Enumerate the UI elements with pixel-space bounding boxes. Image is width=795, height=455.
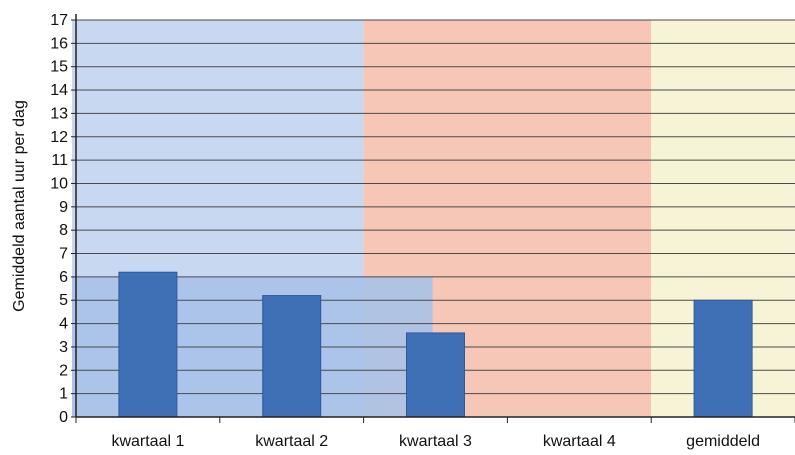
y-tick-label-1: 1 [59,386,68,403]
y-tick-label-3: 3 [59,339,68,356]
y-axis-title: Gemiddeld aantal uur per dag [11,100,28,312]
y-tick-label-15: 15 [50,59,68,76]
y-tick-label-13: 13 [50,105,68,122]
y-tick-label-2: 2 [59,362,68,379]
y-tick-label-12: 12 [50,129,68,146]
y-tick-label-10: 10 [50,175,68,192]
axes [71,14,795,423]
bar-kwartaal-3 [406,332,465,418]
bar-kwartaal-1 [118,271,178,418]
x-category-label-kwartaal-4: kwartaal 4 [543,433,616,450]
y-tick-label-8: 8 [59,222,68,239]
x-category-label-kwartaal-3: kwartaal 3 [399,433,472,450]
y-tick-label-17: 17 [50,12,68,29]
y-tick-label-14: 14 [50,82,68,99]
x-category-label-kwartaal-1: kwartaal 1 [111,433,184,450]
y-tick-label-9: 9 [59,199,68,216]
y-tick-label-5: 5 [59,292,68,309]
y-tick-label-11: 11 [51,152,68,169]
x-category-label-kwartaal-2: kwartaal 2 [255,433,328,450]
x-category-label-gemiddeld: gemiddeld [686,433,760,450]
y-tick-label-16: 16 [50,35,68,52]
y-tick-label-0: 0 [59,409,68,426]
bar-kwartaal-2 [262,295,322,418]
bars [118,271,753,418]
y-tick-label-4: 4 [59,316,68,333]
x-category-labels: kwartaal 1 kwartaal 2 kwartaal 3 kwartaal 4… [111,433,760,450]
y-tick-label-7: 7 [59,246,68,263]
y-tick-label-6: 6 [59,269,68,286]
bar-gemiddeld [693,299,753,418]
